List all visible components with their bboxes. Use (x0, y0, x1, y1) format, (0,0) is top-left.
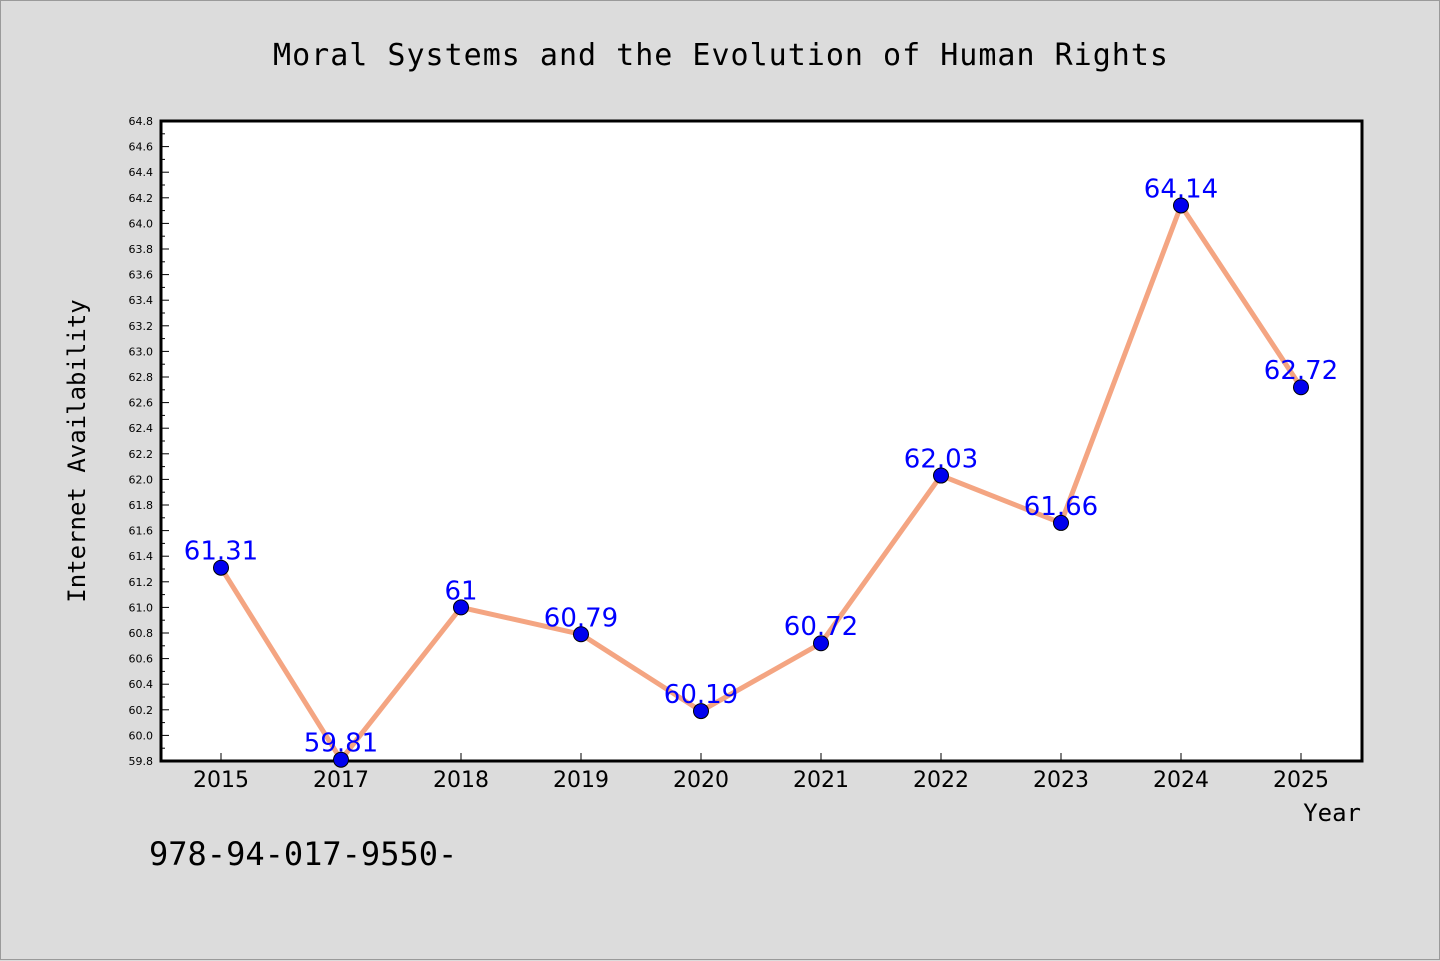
data-labels: 61.31 59.81 61 60.79 60.19 60.72 62.03 61.66 64.… (184, 174, 1338, 758)
y-tick-label: 61.8 (129, 499, 154, 512)
data-point-2015 (213, 559, 229, 576)
x-axis: 2015 2017 2018 2019 2020 2021 2022 2023 2024 2025 (193, 753, 1329, 793)
series-markers (213, 197, 1309, 768)
series-line (218, 202, 1304, 763)
data-point-2020 (693, 703, 709, 720)
y-tick-label: 62.2 (129, 448, 154, 461)
data-label-2022: 62.03 (904, 445, 978, 475)
plot-area (159, 119, 1364, 763)
y-tick-label: 64.6 (129, 141, 154, 154)
y-tick-label: 64.2 (129, 192, 154, 205)
data-label-2021: 60.72 (784, 612, 858, 642)
x-tick-label: 2015 (193, 768, 249, 793)
data-label-2017: 59.81 (304, 729, 378, 759)
y-tick-label: 63.0 (129, 345, 154, 358)
y-tick-label: 64.4 (129, 166, 154, 179)
data-label-2020: 60.19 (664, 680, 738, 710)
x-tick-label: 2024 (1153, 768, 1209, 793)
x-tick-label: 2018 (433, 768, 489, 793)
y-tick-label: 61.0 (129, 601, 154, 614)
series-line-group (218, 202, 1304, 763)
y-tick-label: 63.2 (129, 320, 154, 333)
data-label-2015: 61.31 (184, 537, 258, 567)
x-axis-label: Year (1303, 799, 1361, 827)
x-tick-label: 2021 (793, 768, 849, 793)
y-tick-label: 62.6 (129, 397, 154, 410)
y-tick-label: 63.8 (129, 243, 154, 256)
y-tick-label: 60.8 (129, 627, 154, 640)
x-tick-label: 2019 (553, 768, 609, 793)
y-axis-label: Internet Availability (63, 299, 91, 602)
y-tick-label: 64.0 (129, 217, 154, 230)
data-point-2025 (1293, 379, 1309, 396)
data-label-2024: 64.14 (1144, 174, 1218, 204)
y-tick-label: 59.8 (129, 755, 154, 768)
chart-title: Moral Systems and the Evolution of Human… (273, 38, 1169, 73)
y-tick-label: 61.6 (129, 525, 154, 538)
data-point-2018 (453, 599, 469, 616)
y-tick-label: 62.4 (129, 422, 154, 435)
y-tick-label: 61.4 (129, 550, 154, 563)
y-tick-label: 63.4 (129, 294, 154, 307)
y-tick-label: 60.6 (129, 653, 154, 666)
y-tick-label: 61.2 (129, 576, 154, 589)
data-point-2024 (1173, 197, 1189, 214)
data-point-2019 (573, 626, 589, 643)
x-tick-label: 2020 (673, 768, 729, 793)
y-tick-label: 60.4 (129, 678, 154, 691)
y-tick-label: 64.8 (129, 115, 154, 128)
x-tick-label: 2017 (313, 768, 369, 793)
y-tick-label: 62.8 (129, 371, 154, 384)
data-label-2018: 61 (444, 576, 477, 606)
y-axis: 59.8 60.0 60.2 60.4 60.6 60.8 61.0 61.2 61.4 61.6… (129, 115, 169, 768)
data-point-2023 (1053, 514, 1069, 531)
data-label-2023: 61.66 (1024, 492, 1098, 522)
x-tick-label: 2025 (1273, 768, 1329, 793)
y-tick-label: 63.6 (129, 269, 154, 282)
data-label-2019: 60.79 (544, 603, 618, 633)
footer-isbn-text: 978-94-017-9550- (149, 835, 457, 873)
data-point-2021 (813, 635, 829, 652)
data-label-2025: 62.72 (1264, 356, 1338, 386)
x-tick-label: 2022 (913, 768, 969, 793)
x-tick-label: 2023 (1033, 768, 1089, 793)
data-point-2022 (933, 467, 949, 484)
y-tick-label: 60.2 (129, 704, 154, 717)
data-point-2017 (333, 751, 349, 768)
y-tick-label: 62.0 (129, 473, 154, 486)
y-tick-label: 60.0 (129, 729, 154, 742)
